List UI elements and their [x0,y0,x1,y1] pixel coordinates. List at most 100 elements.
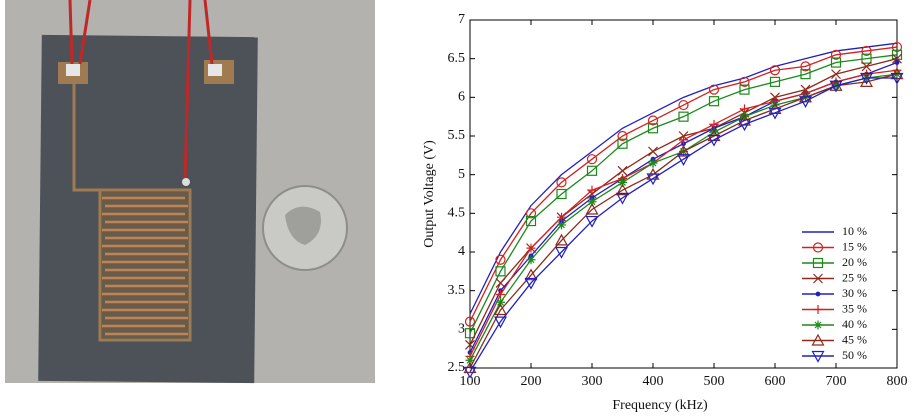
marker [830,49,842,60]
coin-relief [285,206,321,245]
series-line [469,73,898,369]
y-tick-label: 4.5 [448,206,466,221]
marker [892,53,902,64]
y-tick-label: 5.5 [448,128,466,143]
marker [815,291,821,297]
solder [208,64,222,76]
marker [708,96,720,107]
marker [464,316,476,327]
x-tick-label: 700 [826,374,847,389]
electrode-comb [102,192,188,338]
marker [811,333,825,346]
marker [554,246,569,259]
marker [813,320,823,330]
marker [812,242,824,253]
marker [524,268,538,281]
marker [615,192,630,205]
legend-label: 10 % [842,224,867,238]
marker [618,177,627,187]
y-axis-label: Output Voltage (V) [422,140,437,248]
legend-label: 20 % [842,255,867,269]
x-tick-label: 400 [643,374,664,389]
marker [585,215,599,228]
legend-label: 35 % [842,301,867,315]
wire [68,0,214,181]
marker [769,65,781,76]
marker [617,138,628,149]
marker [647,123,659,134]
marker [830,57,842,68]
x-tick-label: 200 [521,374,542,389]
marker [647,115,659,126]
x-axis-label: Frequency (kHz) [612,398,708,413]
trace [72,84,192,342]
marker [525,208,537,219]
marker [859,72,874,85]
solder [66,64,80,76]
marker [678,111,689,122]
marker [679,135,688,145]
marker [495,278,506,288]
marker [894,60,900,65]
marker [554,233,569,246]
legend-label: 45 % [842,332,867,346]
marker [495,254,506,265]
marker [617,130,628,142]
marker [798,96,813,108]
marker [812,257,824,269]
marker [463,366,477,379]
x-tick-label: 600 [765,374,786,389]
marker [861,45,872,57]
marker [740,104,749,114]
marker [892,69,902,79]
marker [465,355,475,365]
marker [525,215,537,227]
marker [769,76,781,87]
marker [557,220,566,230]
marker [676,144,691,157]
legend-label: 30 % [842,286,867,300]
y-tick-label: 3.5 [448,283,466,298]
marker [676,154,691,166]
marker [740,112,749,122]
marker [496,290,505,300]
marker [526,243,536,253]
x-tick-label: 800 [887,374,908,389]
marker [493,303,508,316]
marker [496,297,505,307]
marker [586,154,598,165]
y-tick-label: 5 [458,167,465,182]
marker [708,84,720,95]
legend-label: 25 % [842,270,867,284]
marker [587,197,597,207]
legend-label: 50 % [842,348,867,362]
marker [495,266,506,277]
marker [556,188,567,200]
series-line [469,42,898,315]
series-line [469,77,897,373]
marker [526,255,536,265]
marker [859,75,874,87]
x-tick-label: 300 [582,374,603,389]
marker [615,183,630,196]
marker [800,69,811,80]
photo [5,0,375,384]
comb-area [102,192,188,338]
marker [813,305,823,314]
marker [768,107,782,120]
marker [617,165,628,176]
marker [709,127,719,137]
y-tick-label: 3 [458,322,465,337]
legend: 10 %15 % 20 %25 % 30 %35 % 40 %45 % 50 % [802,224,867,363]
marker [585,202,599,215]
marker [707,134,721,147]
marker [586,165,598,176]
marker [861,53,872,64]
marker [587,185,597,195]
y-tick-label: 4 [458,244,465,259]
marker [648,158,658,168]
series-line [469,46,898,322]
y-tick-label: 7 [458,12,465,27]
marker [861,61,872,72]
